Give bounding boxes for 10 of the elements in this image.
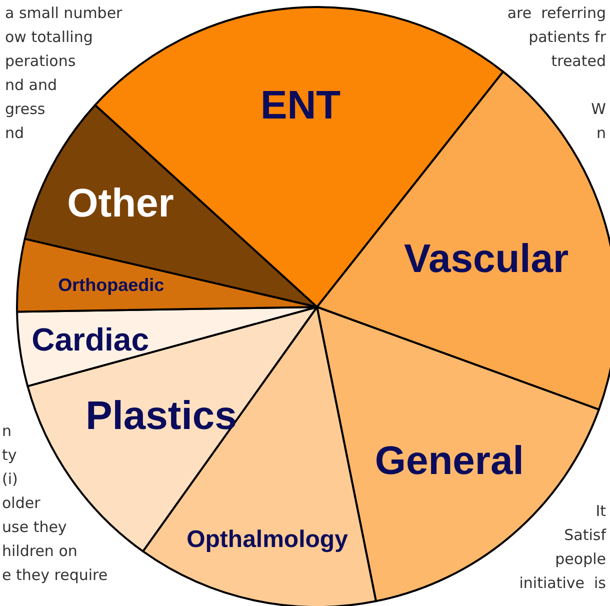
text: It Satisf people initiative is (519, 502, 607, 592)
text: a small number ow totalling perations nd and gress nd (5, 4, 124, 142)
slice-label: Vascular (404, 236, 569, 281)
slice-label: Cardiac (32, 321, 149, 358)
text: are referring patients fr treated W n (507, 4, 606, 142)
slice-label: Orthopaedic (58, 274, 164, 295)
slice-label: ENT (260, 84, 341, 128)
slice-label: Opthalmology (186, 526, 349, 554)
slice-label: General (374, 438, 524, 483)
slice-label: Other (67, 182, 174, 226)
